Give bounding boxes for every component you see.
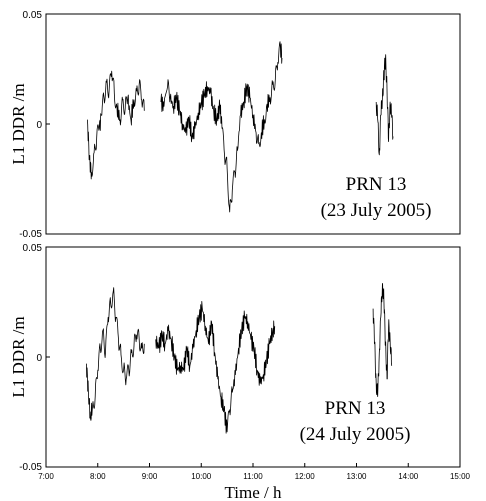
x-tick-label-8: 15:00 — [450, 472, 471, 481]
y-tick-label-bottom-zero: 0 — [36, 353, 42, 364]
x-tick-label-4: 11:00 — [243, 472, 263, 481]
x-tick-label-2: 9:00 — [142, 472, 158, 481]
y-tick-label-bottom-min: -0.05 — [19, 462, 42, 473]
y-tick-label-top-min: -0.05 — [19, 229, 42, 240]
x-tick-label-0: 7:00 — [38, 472, 54, 481]
annotation-line1-top: PRN 13 — [346, 174, 407, 195]
y-tick-label-top-zero: 0 — [36, 120, 42, 131]
x-tick-label-1: 8:00 — [90, 472, 106, 481]
x-tick-label-7: 14:00 — [398, 472, 419, 481]
series-line-bottom-segment-3 — [372, 283, 393, 397]
plot-area-top — [45, 13, 461, 235]
y-tick-label-bottom-max: 0.05 — [23, 243, 43, 254]
y-tick-label-top-max: 0.05 — [23, 10, 43, 21]
annotation-line1-bottom: PRN 13 — [325, 398, 386, 419]
annotation-line2-top: (23 July 2005) — [321, 200, 432, 221]
x-tick-label-5: 12:00 — [295, 472, 316, 481]
y-axis-label-bottom: L1 DDR /m — [9, 316, 28, 397]
series-line-top-segment-3 — [375, 54, 394, 156]
annotation-line2-bottom: (24 July 2005) — [300, 424, 411, 445]
series-top — [87, 41, 394, 213]
x-tick-label-3: 10:00 — [191, 472, 212, 481]
series-line-top-segment-1 — [87, 70, 145, 180]
series-line-top-segment-2 — [160, 41, 283, 213]
panel-top: L1 DDR /m 0.05 0 -0.05 PRN 13 (23 July 2… — [9, 10, 461, 240]
series-line-bottom-segment-2 — [155, 301, 276, 434]
x-tick-label-6: 13:00 — [346, 472, 367, 481]
series-line-bottom-segment-1 — [86, 287, 145, 421]
series-bottom — [86, 283, 393, 434]
x-ticks: 7:00 8:00 9:00 10:00 11:00 12:00 13:00 14:00 15:… — [38, 463, 471, 481]
panel-bottom: L1 DDR /m 0.05 0 -0.05 7:00 8:00 9:00 10:00… — [9, 243, 471, 501]
y-axis-label-top: L1 DDR /m — [9, 83, 28, 164]
x-axis-label: Time / h — [224, 483, 282, 501]
